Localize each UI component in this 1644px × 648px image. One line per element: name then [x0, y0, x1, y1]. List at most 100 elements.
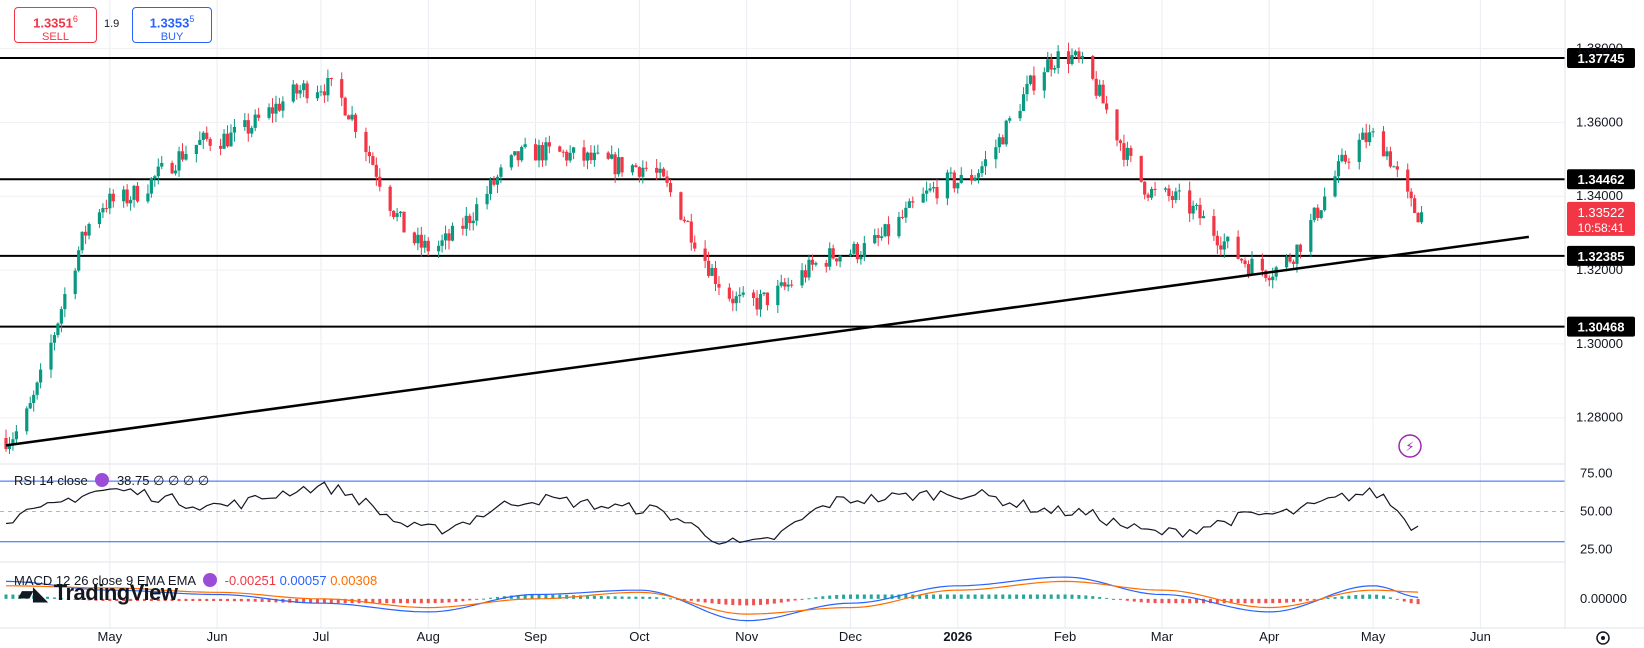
candle-body — [1146, 194, 1150, 198]
candle-body — [218, 145, 223, 149]
signal-line — [6, 580, 1419, 615]
macd-hist-bar — [682, 598, 686, 600]
macd-hist-bar — [842, 594, 846, 599]
candle-body — [533, 144, 538, 161]
time-tick-label: 2026 — [943, 629, 972, 644]
sell-button[interactable]: 1.33516 SELL — [14, 7, 97, 43]
macd-hist-bar — [302, 598, 306, 604]
macd-hist-bar — [101, 598, 105, 601]
candle-body — [630, 165, 635, 173]
trendline — [5, 235, 1530, 447]
candle-body — [201, 132, 205, 140]
candle-body — [1291, 261, 1296, 264]
macd-hist-bar — [343, 598, 347, 604]
macd-hist-bar — [599, 596, 603, 599]
rsi-legend-value: 38.75 — [116, 473, 150, 488]
candle-body — [727, 287, 731, 299]
candle-body — [886, 224, 891, 237]
candle-body — [225, 133, 230, 147]
candle-body — [1091, 55, 1095, 79]
macd-hist-bar — [122, 598, 126, 602]
macd-hist-bar — [1056, 594, 1060, 599]
macd-hist-bar — [613, 596, 617, 599]
candle-body — [1392, 166, 1396, 168]
candle-body — [1021, 94, 1026, 111]
candle-body — [852, 243, 856, 254]
candle-body — [790, 284, 794, 286]
candle-body — [267, 107, 271, 118]
macd-hist-bar — [18, 594, 22, 599]
candle-body — [1312, 207, 1316, 221]
candle-body — [1236, 236, 1240, 259]
macd-hist-bar — [814, 597, 818, 599]
macd-hist-bar — [537, 594, 541, 599]
candle-body — [1336, 161, 1341, 177]
event-icon[interactable]: ⚡ — [1398, 434, 1422, 458]
candle-body — [35, 382, 39, 395]
current-price-label-bg — [1567, 201, 1635, 236]
macd-hist-bar — [378, 598, 382, 604]
candle-body — [900, 216, 905, 218]
candle-body — [540, 145, 545, 161]
candle-body — [980, 166, 984, 174]
level-label: 1.34462 — [1578, 172, 1625, 187]
time-tick-label: May — [1361, 629, 1386, 644]
candle-body — [1333, 176, 1337, 197]
candle-body — [1215, 235, 1219, 246]
settings-icon[interactable] — [1596, 631, 1610, 645]
candle-body — [783, 282, 787, 287]
candle-body — [883, 224, 887, 237]
macd-hist-bar — [1416, 598, 1420, 605]
candle-body — [1170, 195, 1174, 201]
indicator-settings-icon[interactable] — [95, 473, 110, 487]
macd-hist-bar — [267, 598, 271, 603]
macd-hist-bar — [1278, 598, 1282, 604]
candle-body — [1163, 188, 1168, 190]
macd-hist-bar — [1312, 598, 1316, 600]
indicator-settings-icon[interactable] — [202, 573, 217, 587]
candle-body — [617, 157, 621, 175]
candle-body — [610, 154, 614, 159]
time-tick-label: Jul — [313, 629, 330, 644]
price-tick-label: 1.34000 — [1576, 188, 1623, 203]
macd-hist-bar — [1070, 594, 1074, 599]
macd-hist-bar — [364, 598, 368, 604]
macd-hist-bar — [295, 598, 299, 603]
macd-hist-bar — [925, 594, 929, 599]
candle-body — [731, 298, 735, 304]
macd-hist-bar — [219, 598, 223, 602]
candle-body — [952, 172, 956, 189]
candle-body — [388, 186, 392, 211]
candle-body — [322, 91, 327, 96]
candle-body — [1001, 137, 1005, 145]
macd-hist-bar — [322, 598, 326, 604]
macd-hist-bar — [198, 598, 202, 602]
candle-body — [347, 115, 351, 120]
candle-body — [1032, 75, 1036, 91]
candle-body — [1188, 190, 1192, 214]
price-tick-label: 1.32000 — [1576, 262, 1623, 277]
candle-body — [717, 284, 721, 288]
candle-body — [146, 193, 150, 202]
candle-body — [572, 147, 576, 153]
candle-body — [468, 215, 472, 224]
macd-hist-bar — [890, 594, 894, 599]
macd-hist-bar — [876, 594, 880, 599]
rsi-pane — [0, 480, 1565, 545]
candle-body — [1361, 132, 1365, 140]
macd-hist-bar — [945, 594, 949, 599]
candle-body — [160, 162, 164, 167]
candle-body — [1298, 244, 1303, 252]
candle-body — [1284, 256, 1289, 268]
candle-body — [11, 439, 15, 444]
time-tick-label: Feb — [1054, 629, 1076, 644]
candle-body — [1395, 166, 1399, 170]
candle-body — [779, 282, 783, 286]
candle-body — [1129, 147, 1133, 156]
candle-body — [1239, 258, 1244, 261]
macd-hist-bar — [315, 598, 319, 604]
macd-hist-bar — [592, 595, 596, 599]
macd-hist-bar — [1139, 598, 1143, 603]
buy-button[interactable]: 1.33535 BUY — [132, 7, 212, 43]
